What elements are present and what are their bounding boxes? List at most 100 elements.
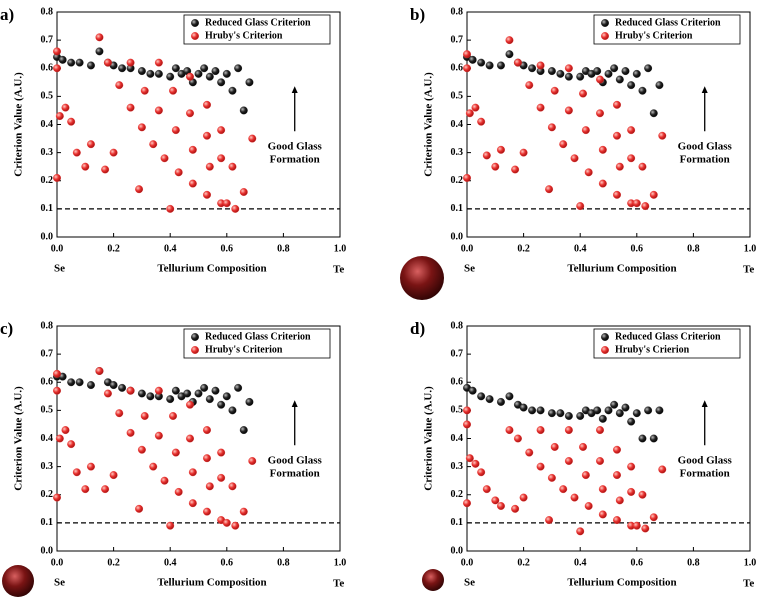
x-start-label: Se [464,263,475,275]
point [550,86,559,95]
point [95,367,104,375]
point [67,378,76,387]
point [146,392,155,401]
y-tick-label: 0.2 [41,489,54,500]
x-tick-label: 0.4 [574,557,587,568]
point [632,199,641,208]
point [101,485,110,494]
point [87,381,95,390]
point [126,428,135,437]
y-tick-label: 0.0 [451,231,464,242]
point [593,67,602,76]
point [205,72,214,81]
point [545,185,554,194]
x-tick-label: 0.2 [517,243,530,254]
legend-marker [191,333,199,341]
point [655,406,664,415]
point [171,126,180,135]
point [149,462,158,471]
x-tick-label: 0.6 [631,557,644,568]
point [75,58,84,67]
x-start-label: Se [54,577,65,589]
point [154,431,163,440]
point [658,131,667,140]
point [579,89,587,98]
x-axis-label: Tellurium Composition [567,577,676,589]
point [632,409,641,418]
legend-marker [601,19,609,27]
point [547,473,556,482]
point [53,64,61,73]
point [547,123,556,132]
point [87,140,95,149]
legend-label: Reduced Glass Criterion [205,17,311,28]
point [576,72,585,81]
point [217,78,226,87]
point [231,204,240,213]
point [203,190,211,199]
point [194,389,203,398]
point [160,476,169,485]
x-tick-label: 1.0 [744,243,757,254]
point [613,100,621,109]
point [477,392,486,401]
y-tick-label: 0.7 [41,348,54,359]
legend-marker [191,19,199,27]
point [146,69,155,78]
point [655,81,664,90]
legend-marker [191,32,199,40]
x-tick-label: 0.2 [107,557,120,568]
point [505,392,514,401]
legend-marker [601,333,609,341]
point [239,507,248,516]
x-tick-label: 0.2 [517,557,530,568]
legend-label: Hruby's Criterion [205,30,283,41]
point [564,64,573,73]
point [632,521,641,530]
point [101,165,110,174]
point [610,64,619,73]
point [604,69,613,78]
point [536,406,545,415]
point [103,389,112,398]
point [598,414,607,423]
y-axis-label: Criterion Value (A.U.) [13,72,25,177]
x-tick-label: 0.0 [461,557,474,568]
point [200,64,209,73]
x-tick-label: 0.8 [277,557,290,568]
point [81,485,90,494]
point [115,81,124,90]
x-end-label: Te [333,264,344,276]
x-end-label: Te [333,578,344,590]
point [87,462,95,471]
point [615,162,624,171]
y-tick-label: 0.3 [41,461,54,472]
point [72,468,81,477]
panel-label: d) [410,319,425,338]
point [482,485,491,494]
point [234,64,243,73]
point [627,417,636,426]
y-tick-label: 0.3 [451,147,464,158]
point [53,493,61,502]
x-end-label: Te [743,264,754,276]
point [126,58,135,67]
point [505,36,514,45]
point [217,154,226,163]
point [610,400,619,409]
point [87,61,95,70]
y-tick-label: 0.4 [451,119,464,130]
point [115,409,124,418]
point [564,426,573,435]
point [222,199,231,208]
y-tick-label: 0.6 [451,377,464,388]
y-tick-label: 0.2 [451,175,464,186]
point [584,502,593,510]
x-tick-label: 0.6 [221,243,234,254]
legend-box [593,14,741,45]
y-tick-label: 0.0 [41,231,54,242]
point [627,81,636,90]
point [234,383,243,392]
point [615,409,624,418]
